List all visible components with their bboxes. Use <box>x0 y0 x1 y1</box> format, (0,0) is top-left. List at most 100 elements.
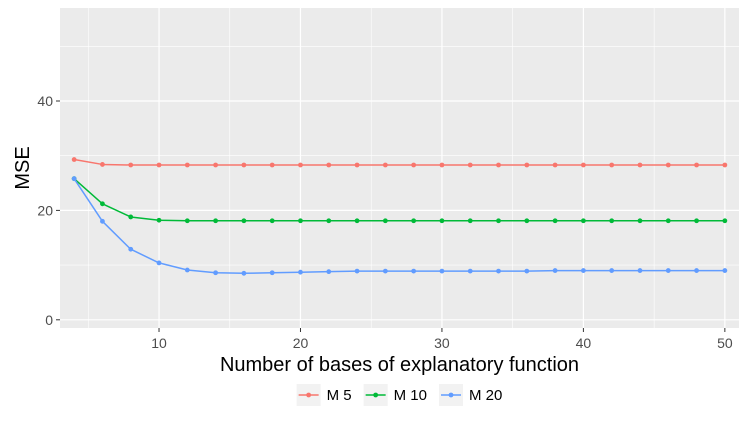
series-line-m-5 <box>74 158 725 166</box>
data-point <box>411 162 417 168</box>
data-point <box>524 218 530 224</box>
data-point <box>326 269 332 275</box>
data-point <box>156 162 162 168</box>
data-point <box>524 268 530 274</box>
data-point <box>439 268 445 274</box>
data-point <box>694 162 699 168</box>
data-point <box>524 162 530 168</box>
series-layer <box>71 157 728 276</box>
legend-key-m-20 <box>439 384 464 406</box>
data-point <box>467 268 473 274</box>
data-point <box>298 162 303 168</box>
legend-label-m-10: M 10 <box>394 387 427 404</box>
plot-panel <box>60 8 739 328</box>
data-point <box>439 162 445 168</box>
data-point <box>354 162 360 168</box>
data-point <box>496 162 501 168</box>
data-point <box>241 162 247 168</box>
data-point <box>694 268 699 273</box>
data-point <box>580 218 586 224</box>
x-tick-label: 50 <box>717 335 733 351</box>
data-point <box>241 270 247 276</box>
data-point <box>722 162 728 168</box>
y-tick-label: 0 <box>45 312 53 328</box>
data-point <box>184 267 190 273</box>
data-point <box>354 218 360 224</box>
data-point <box>326 162 332 168</box>
data-point <box>609 218 615 224</box>
legend: M 5 M 10 M 20 <box>296 384 502 406</box>
series-m-20 <box>71 176 728 276</box>
data-point <box>496 218 501 224</box>
x-tick-label: 30 <box>434 335 450 351</box>
data-point <box>156 217 162 223</box>
data-point <box>128 162 134 168</box>
data-point <box>382 162 388 168</box>
data-point <box>637 218 643 224</box>
data-point <box>269 270 275 276</box>
data-point <box>411 218 417 224</box>
data-point <box>71 157 77 162</box>
data-point <box>100 162 105 167</box>
data-point <box>382 218 388 224</box>
y-tick-label: 40 <box>37 93 53 109</box>
data-point <box>467 218 473 224</box>
data-point <box>213 218 219 224</box>
x-axis-title: Number of bases of explanatory function <box>220 354 579 376</box>
data-point <box>184 162 190 168</box>
data-point <box>184 218 190 224</box>
data-point <box>637 162 643 168</box>
minor-gridlines <box>60 8 739 328</box>
data-point <box>609 268 615 273</box>
major-gridlines <box>60 8 739 328</box>
data-point <box>128 214 134 220</box>
x-tick-label: 10 <box>151 335 167 351</box>
series-m-10 <box>71 176 728 224</box>
data-point <box>439 218 445 224</box>
series-line-m-20 <box>73 178 725 275</box>
data-point <box>722 268 728 273</box>
data-point <box>665 218 671 224</box>
data-point <box>382 268 388 274</box>
legend-key-m-10 <box>363 384 388 406</box>
data-point <box>354 268 360 274</box>
data-point <box>496 268 501 274</box>
data-point <box>100 201 105 207</box>
data-point <box>213 162 219 168</box>
x-tick-label: 40 <box>576 335 592 351</box>
data-point <box>467 162 473 168</box>
data-point <box>241 218 247 224</box>
data-point <box>71 176 77 182</box>
data-point <box>298 269 303 275</box>
data-point <box>552 162 558 168</box>
y-tick-label: 20 <box>37 202 53 218</box>
data-point <box>298 218 303 224</box>
data-point <box>694 218 699 224</box>
data-point <box>326 218 332 224</box>
data-point <box>722 218 728 224</box>
data-point <box>609 162 615 168</box>
legend-label-m-20: M 20 <box>469 387 502 404</box>
data-point <box>665 162 671 168</box>
series-m-5 <box>71 157 728 168</box>
data-point <box>411 268 417 274</box>
data-point <box>269 218 275 224</box>
y-axis-title: MSE <box>12 146 34 189</box>
data-point <box>269 162 275 168</box>
data-point <box>156 260 162 266</box>
axis-ticks <box>56 100 726 332</box>
data-point <box>552 268 558 273</box>
series-line-m-10 <box>73 178 725 222</box>
x-tick-label: 20 <box>293 335 309 351</box>
data-point <box>665 268 671 273</box>
y-tick-labels: 0 20 40 <box>37 93 53 328</box>
data-point <box>552 218 558 224</box>
data-point <box>213 270 219 276</box>
data-point <box>100 218 105 224</box>
data-point <box>580 162 586 168</box>
data-point <box>637 268 643 273</box>
x-tick-labels: 10 20 30 40 50 <box>151 335 733 351</box>
legend-label-m-5: M 5 <box>327 387 352 404</box>
legend-key-m-5 <box>296 384 321 406</box>
